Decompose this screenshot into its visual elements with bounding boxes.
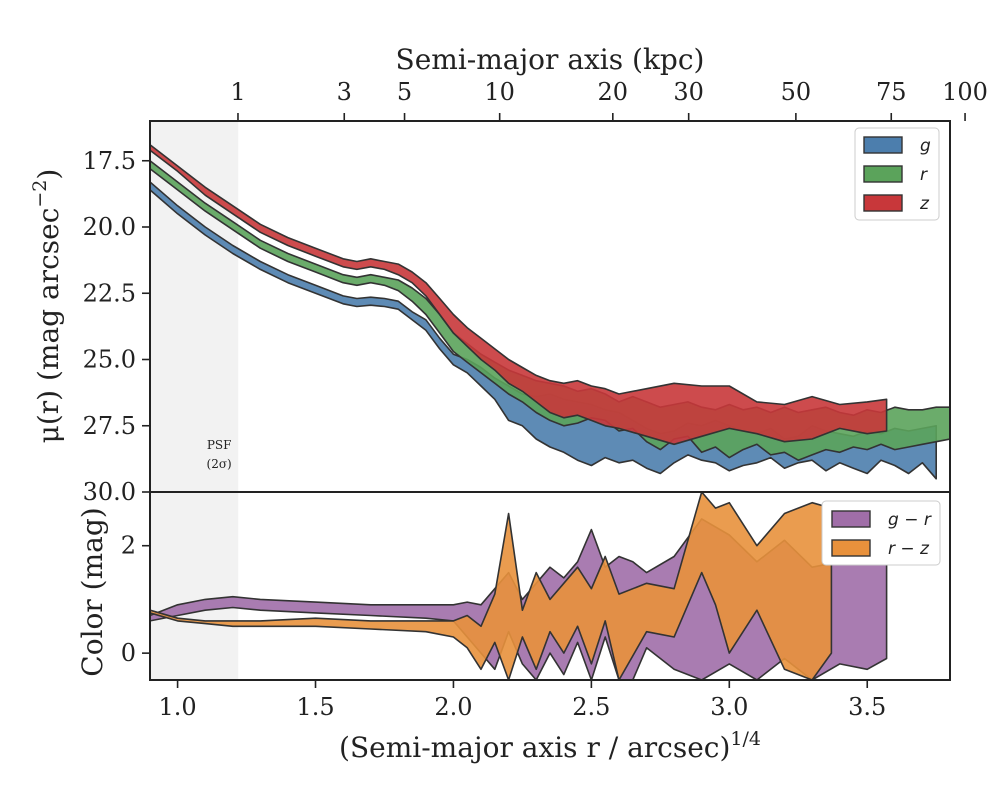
kpc-tick-label: 20 <box>598 78 629 106</box>
sb-band-z <box>150 144 888 446</box>
color-y-tick-label: 0 <box>121 639 136 667</box>
psf-region-bottom <box>150 492 239 680</box>
top-x-axis-title: Semi-major axis (kpc) <box>396 43 705 76</box>
legend-swatch-g-r <box>831 510 871 528</box>
kpc-tick-label: 5 <box>397 78 412 106</box>
y-tick-label: 25.0 <box>83 346 136 374</box>
kpc-tick-label: 3 <box>337 78 352 106</box>
axis-ticks: 1.0 1.5 2.0 2.5 3.0 3.517.520.022.525.027.530… <box>83 78 988 721</box>
kpc-tick-label: 1 <box>230 78 245 106</box>
color-band-r-z <box>150 492 833 680</box>
x-tick-label: 3.0 <box>710 693 748 721</box>
legend-label-g: g <box>920 136 931 156</box>
legend-swatch-r-z <box>831 539 871 557</box>
top-y-axis-title-main: μ(r) (mag arcsec <box>32 208 65 444</box>
top-y-axis-title: μ(r) (mag arcsec−2) <box>29 169 65 444</box>
kpc-tick-label: 10 <box>484 78 515 106</box>
x-tick-label: 3.5 <box>848 693 886 721</box>
kpc-tick-label: 100 <box>942 78 988 106</box>
kpc-tick-label: 75 <box>876 78 907 106</box>
top-y-axis-title-close: ) <box>32 169 65 180</box>
legend-bottom: g − r r − z <box>821 500 941 566</box>
legend-top: grz <box>854 127 940 221</box>
x-axis-title-exponent: 1/4 <box>730 728 761 750</box>
legend-label-r-z: r − z <box>888 539 930 559</box>
psf-label-sigma: (2σ) <box>207 457 232 471</box>
bottom-y-axis-title: Color (mag) <box>76 507 109 676</box>
legend-label-g-r: g − r <box>888 510 932 530</box>
legend-label-r: r <box>920 165 928 185</box>
legend-label-z: z <box>919 194 930 214</box>
x-tick-label: 2.5 <box>572 693 610 721</box>
x-axis-title: (Semi-major axis r / arcsec)1/4 <box>339 728 761 764</box>
x-tick-label: 1.0 <box>159 693 197 721</box>
y-tick-label: 20.0 <box>83 213 136 241</box>
x-tick-label: 1.5 <box>296 693 334 721</box>
surface-brightness-bands <box>150 144 950 480</box>
color-y-tick-label: 2 <box>121 532 136 560</box>
y-tick-label: 17.5 <box>83 147 136 175</box>
x-axis-title-main: (Semi-major axis r / arcsec) <box>339 731 730 764</box>
kpc-tick-label: 50 <box>781 78 812 106</box>
color-bands <box>150 492 888 680</box>
y-tick-label: 27.5 <box>83 412 136 440</box>
bottom-panel-frame <box>149 491 951 681</box>
legend-swatch-z <box>863 194 903 212</box>
top-y-axis-title-exponent: −2 <box>29 180 51 208</box>
y-tick-label: 30.0 <box>83 478 136 506</box>
psf-label: PSF <box>207 438 232 452</box>
legend-swatch-g <box>863 136 903 154</box>
y-tick-label: 22.5 <box>83 279 136 307</box>
x-tick-label: 2.0 <box>434 693 472 721</box>
legend-swatch-r <box>863 165 903 183</box>
kpc-tick-label: 30 <box>673 78 704 106</box>
